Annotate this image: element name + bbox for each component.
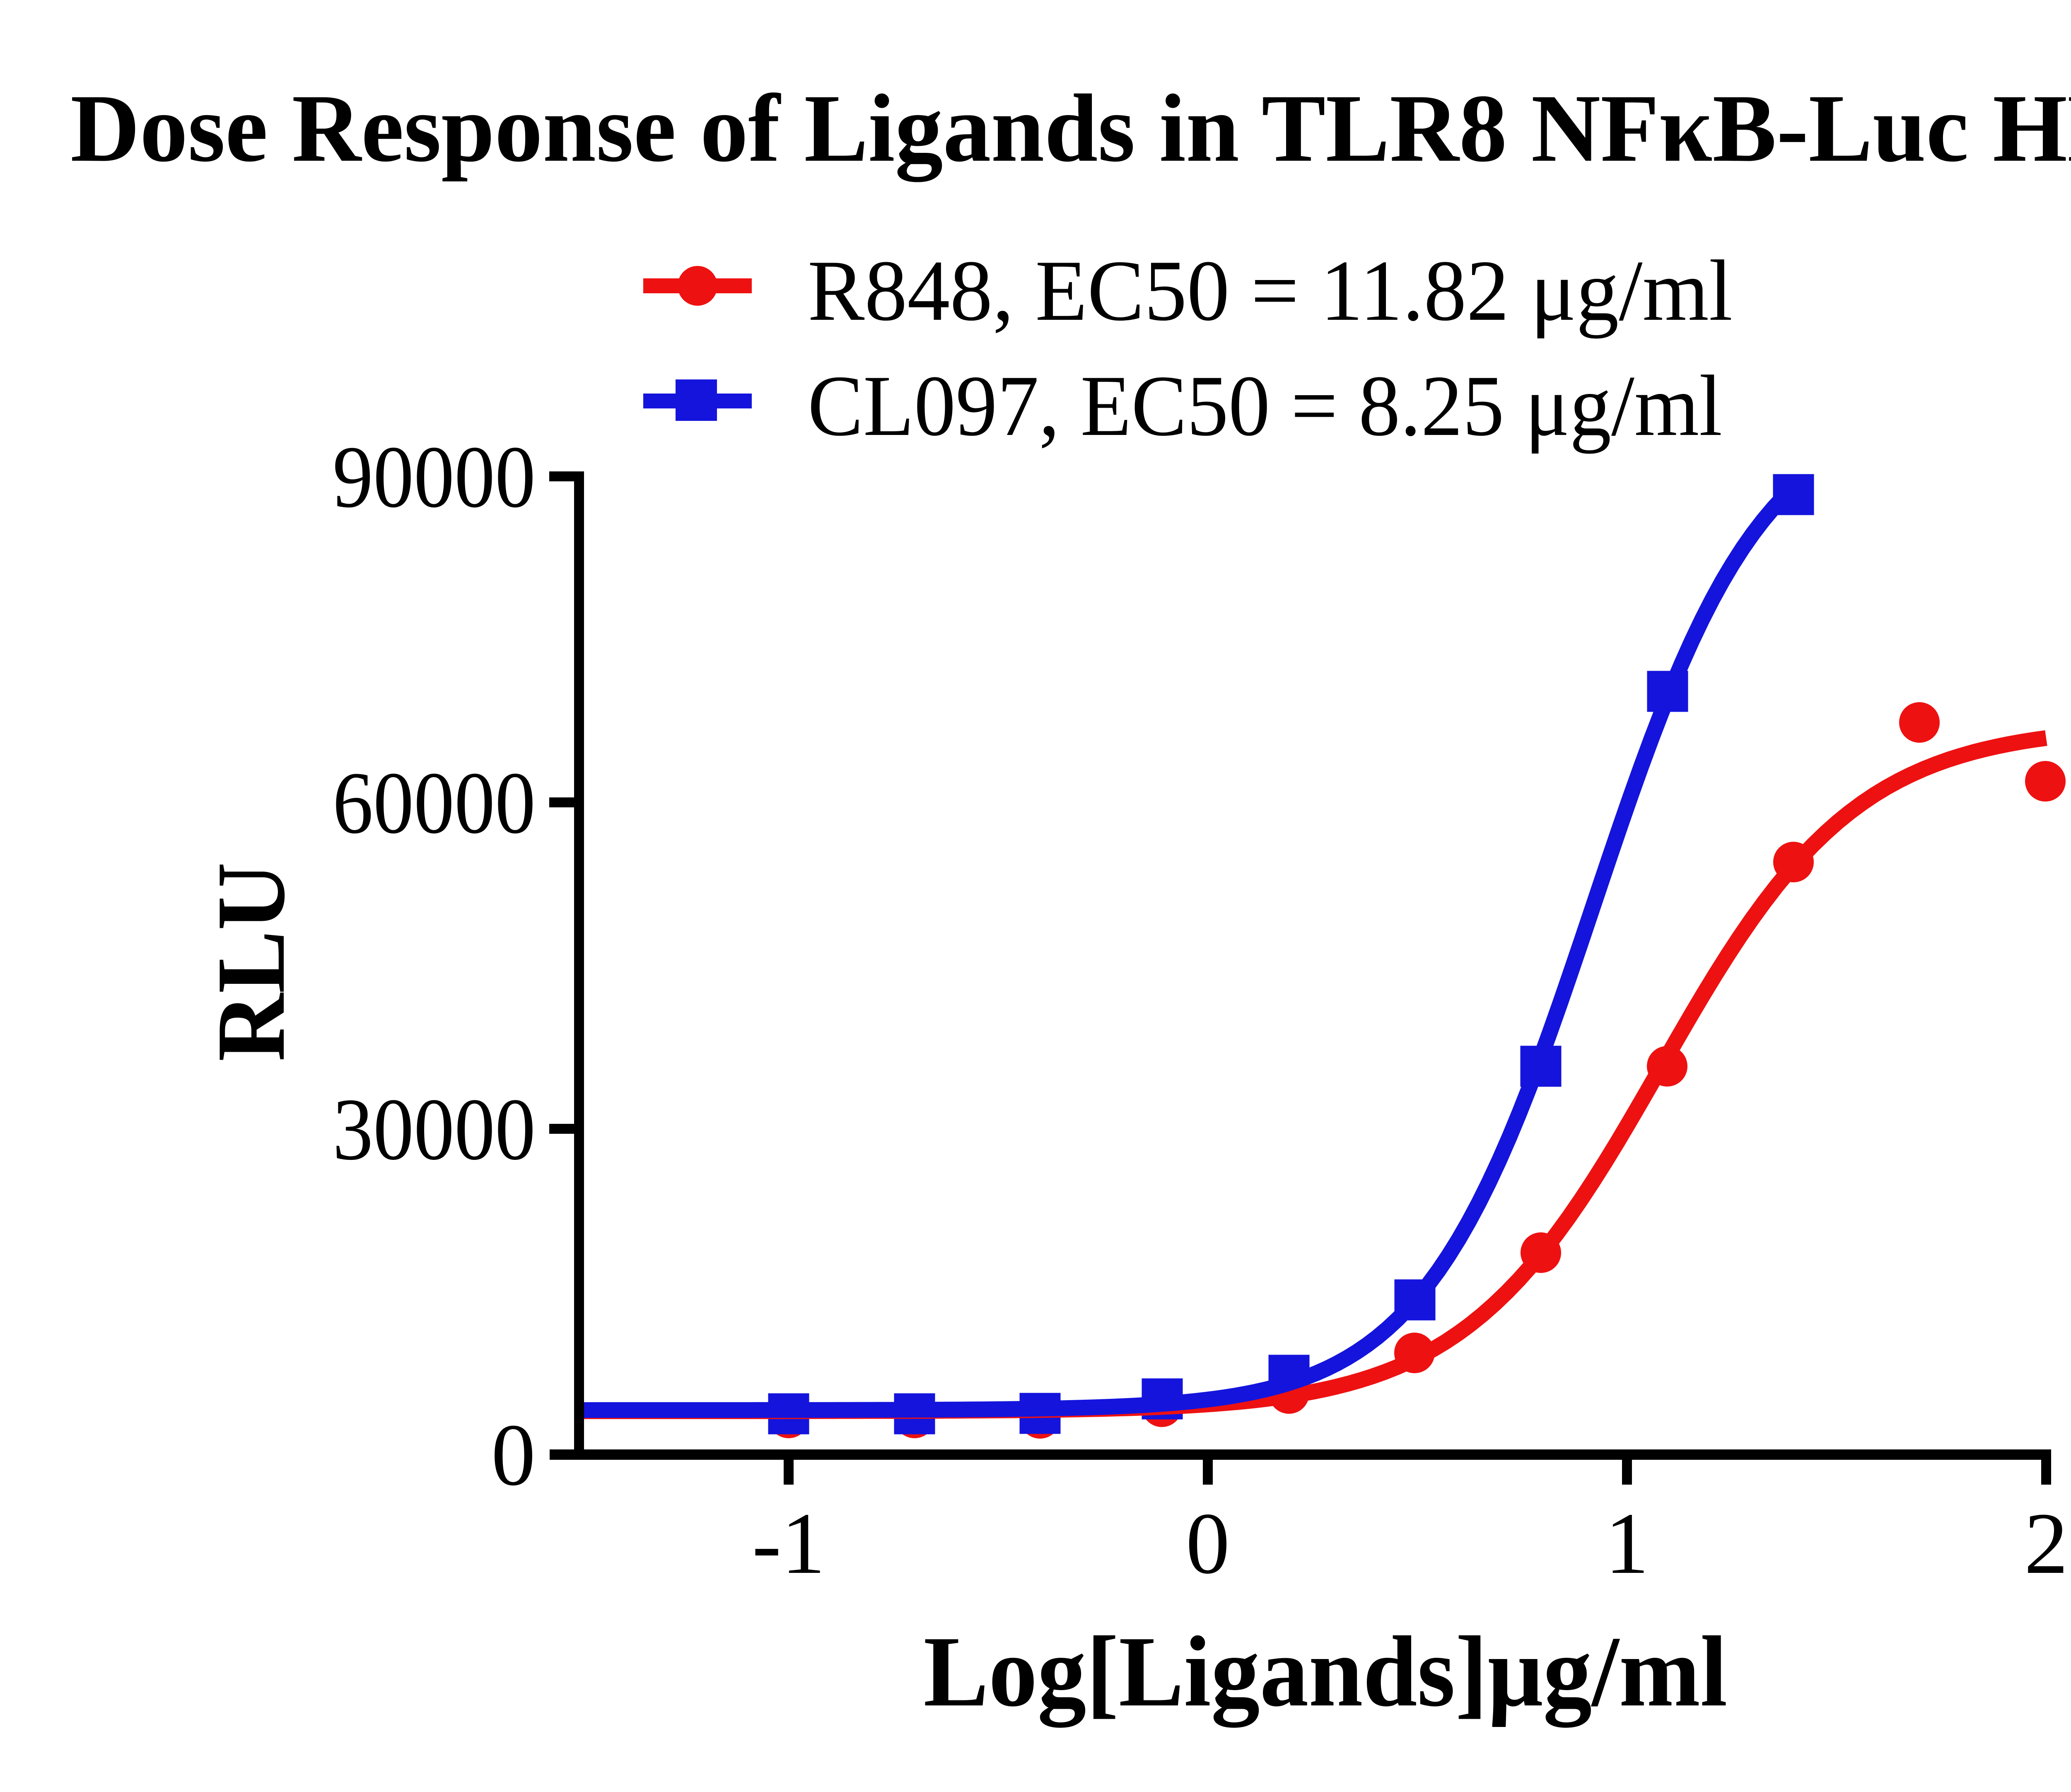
svg-text:2: 2 — [2024, 1495, 2068, 1592]
svg-text:1: 1 — [1605, 1495, 1649, 1592]
svg-text:30000: 30000 — [333, 1080, 536, 1179]
svg-text:-1: -1 — [752, 1495, 826, 1592]
svg-text:0: 0 — [491, 1406, 536, 1504]
svg-text:90000: 90000 — [333, 428, 536, 526]
svg-text:CL097, EC50 = 8.25 μg/ml: CL097, EC50 = 8.25 μg/ml — [808, 358, 1722, 454]
svg-text:RLU: RLU — [197, 862, 305, 1062]
svg-text:Log[Ligands]μg/ml: Log[Ligands]μg/ml — [924, 1616, 1728, 1728]
svg-text:R848, EC50 = 11.82 μg/ml: R848, EC50 = 11.82 μg/ml — [808, 243, 1733, 339]
svg-text:0: 0 — [1186, 1495, 1230, 1592]
svg-text:Dose Response of Ligands in TL: Dose Response of Ligands in TLR8 NFκB-Lu… — [70, 74, 2071, 182]
svg-text:60000: 60000 — [333, 754, 536, 852]
